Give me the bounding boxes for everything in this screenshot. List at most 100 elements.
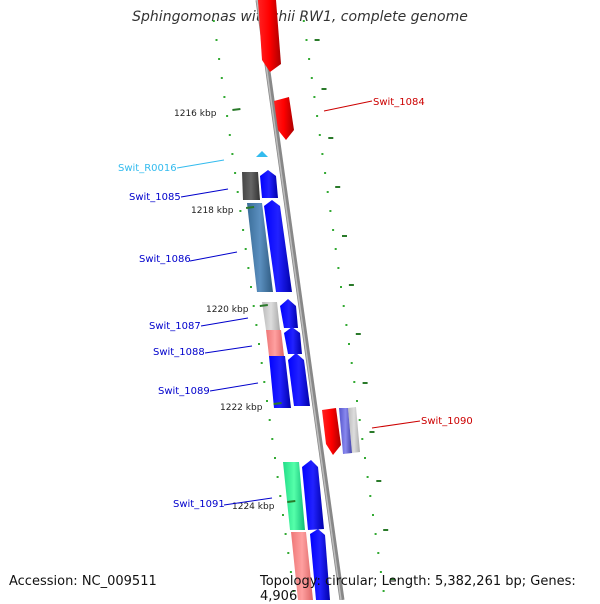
track-dot bbox=[372, 514, 374, 516]
gene-swit-1091-arrow[interactable] bbox=[302, 460, 324, 530]
track-dot bbox=[266, 400, 268, 402]
track-dot bbox=[228, 134, 231, 136]
track-dot bbox=[231, 153, 234, 155]
major-tick bbox=[273, 402, 282, 405]
major-tick bbox=[232, 108, 241, 111]
track-dot bbox=[282, 514, 284, 516]
track-dot bbox=[361, 438, 364, 440]
gene-swit-1086-arrow[interactable] bbox=[264, 200, 292, 292]
track-dot bbox=[377, 552, 380, 554]
track-dot bbox=[318, 134, 321, 136]
track-dot bbox=[252, 305, 255, 307]
track-dot bbox=[255, 324, 258, 326]
track-dot bbox=[287, 552, 290, 554]
track-dot bbox=[215, 39, 218, 41]
track-dot bbox=[305, 39, 308, 41]
track-dot bbox=[364, 457, 366, 459]
track-dot bbox=[340, 286, 342, 288]
track-dot bbox=[223, 96, 226, 98]
block-swit-1086[interactable] bbox=[247, 203, 273, 292]
label-swit-1089[interactable]: Swit_1089 bbox=[158, 386, 210, 397]
track-dot bbox=[348, 343, 350, 345]
gene-swit-1090-gray-block[interactable] bbox=[348, 407, 360, 453]
track-dot bbox=[350, 362, 353, 364]
track-dot bbox=[247, 267, 250, 269]
track-dot bbox=[258, 343, 260, 345]
label-swit-1091[interactable]: Swit_1091 bbox=[173, 499, 225, 510]
gene-swit-r0016-arrow[interactable] bbox=[256, 151, 268, 157]
block-swit-1087[interactable] bbox=[262, 302, 280, 330]
gene-swit-1089-arrow[interactable] bbox=[288, 353, 310, 406]
block-swit-1091[interactable] bbox=[283, 462, 305, 530]
tick-label-1222: 1222 kbp bbox=[220, 403, 263, 413]
track-dot bbox=[274, 457, 276, 459]
track-dot bbox=[358, 419, 361, 421]
track-dot bbox=[271, 438, 274, 440]
outer-dotted-track bbox=[302, 20, 385, 592]
track-dot bbox=[326, 191, 329, 193]
label-swit-1088[interactable]: Swit_1088 bbox=[153, 347, 205, 358]
map-title: Sphingomonas wittichii RW1, complete gen… bbox=[132, 9, 468, 25]
tick-label-1220: 1220 kbp bbox=[206, 305, 249, 315]
track-dot bbox=[236, 191, 239, 193]
major-tick bbox=[245, 206, 255, 209]
track-dot bbox=[242, 229, 245, 231]
gene-swit-1087-arrow[interactable] bbox=[280, 299, 298, 328]
track-dot bbox=[244, 248, 247, 250]
genome-backbone-highlight bbox=[256, 0, 342, 600]
gene-swit-1084-arrow[interactable] bbox=[274, 97, 294, 140]
gene-swit-1088-arrow[interactable] bbox=[284, 327, 302, 354]
block-swit-1088[interactable] bbox=[266, 330, 284, 356]
track-dot bbox=[316, 115, 319, 117]
major-tick bbox=[259, 304, 268, 307]
label-swit-r0016[interactable]: Swit_R0016 bbox=[118, 163, 177, 174]
track-dot bbox=[308, 58, 311, 60]
track-dot bbox=[332, 229, 335, 231]
gene-labels: Swit_1084 Swit_R0016 Swit_1085 Swit_1086… bbox=[118, 97, 473, 510]
track-dot bbox=[218, 58, 221, 60]
major-tick bbox=[287, 500, 296, 503]
track-dot bbox=[239, 210, 242, 212]
track-dot bbox=[250, 286, 252, 288]
track-dot bbox=[234, 172, 237, 174]
genome-backbone bbox=[255, 0, 345, 600]
track-dot bbox=[356, 400, 358, 402]
tick-labels: 1216 kbp 1218 kbp 1220 kbp 1222 kbp 1224… bbox=[174, 109, 275, 512]
block-swit-1089[interactable] bbox=[269, 356, 291, 408]
track-dot bbox=[279, 495, 282, 497]
track-dot bbox=[369, 495, 372, 497]
track-dot bbox=[329, 210, 332, 212]
label-swit-1084[interactable]: Swit_1084 bbox=[373, 97, 425, 108]
label-swit-1090[interactable]: Swit_1090 bbox=[421, 416, 473, 427]
track-dot bbox=[353, 381, 356, 383]
track-dot bbox=[374, 533, 377, 535]
track-dot bbox=[260, 362, 263, 364]
tick-label-1218: 1218 kbp bbox=[191, 206, 234, 216]
track-dot bbox=[263, 381, 266, 383]
block-swit-1085[interactable] bbox=[242, 172, 260, 200]
gene-blue-bottom[interactable] bbox=[310, 529, 330, 600]
track-dot bbox=[302, 20, 305, 22]
gene-swit-1085-arrow[interactable] bbox=[260, 170, 278, 198]
track-dot bbox=[313, 96, 316, 98]
track-dot bbox=[226, 115, 229, 117]
accession-text: Accession: NC_009511 bbox=[9, 574, 157, 589]
block-bottom[interactable] bbox=[291, 532, 313, 600]
track-dot bbox=[284, 533, 287, 535]
gene-swit-1090-violet-block[interactable] bbox=[339, 408, 352, 454]
track-dot bbox=[321, 153, 324, 155]
gene-reverse-top[interactable] bbox=[258, 0, 281, 72]
track-dot bbox=[382, 590, 385, 592]
track-dot bbox=[276, 476, 279, 478]
gene-swit-1090-arrow[interactable] bbox=[322, 408, 341, 455]
label-swit-1087[interactable]: Swit_1087 bbox=[149, 321, 201, 332]
track-dot bbox=[310, 77, 313, 79]
track-dot bbox=[337, 267, 340, 269]
label-swit-1086[interactable]: Swit_1086 bbox=[139, 254, 191, 265]
inner-dotted-track bbox=[212, 20, 295, 592]
tick-marks bbox=[232, 39, 396, 580]
label-swit-1085[interactable]: Swit_1085 bbox=[129, 192, 181, 203]
tick-label-1216: 1216 kbp bbox=[174, 109, 217, 119]
track-dot bbox=[334, 248, 337, 250]
